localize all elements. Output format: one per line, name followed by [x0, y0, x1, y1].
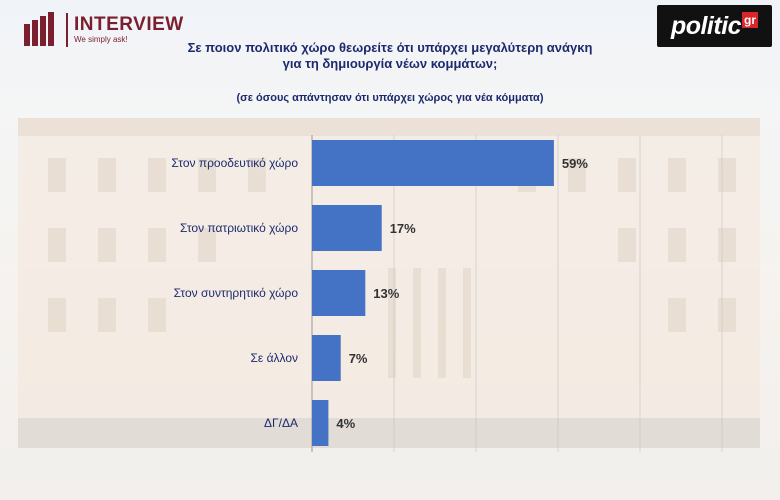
chart-subtitle: (σε όσους απάντησαν ότι υπάρχει χώρος γι… [236, 92, 544, 104]
category-label: Στον συντηρητικό χώρο [174, 286, 299, 300]
logo-separator [66, 13, 68, 47]
value-label: 17% [390, 221, 416, 236]
bar [312, 140, 554, 186]
politic-logo-word: politic [670, 11, 742, 40]
category-label: ΔΓ/ΔΑ [264, 416, 298, 430]
bar [312, 335, 341, 381]
politic-logo-suffix: gr [742, 12, 759, 28]
interview-logo: INTERVIEW We simply ask! [22, 8, 184, 52]
value-label: 59% [562, 156, 588, 171]
value-label: 13% [373, 286, 399, 301]
brand-name: INTERVIEW [74, 14, 184, 35]
bar [312, 400, 329, 446]
bar [312, 205, 382, 251]
category-label: Στον προοδευτικό χώρο [171, 156, 298, 170]
category-label: Σε άλλον [250, 351, 298, 365]
bar [312, 270, 366, 316]
politic-logo: politic gr [657, 5, 772, 47]
interview-logo-icon [24, 12, 54, 46]
brand-tagline: We simply ask! [74, 35, 128, 44]
category-label: Στον πατριωτικό χώρο [180, 221, 298, 235]
value-label: 4% [336, 416, 355, 431]
value-label: 7% [349, 351, 368, 366]
chart-title: Σε ποιον πολιτικό χώρο θεωρείτε ότι υπάρ… [187, 40, 593, 71]
